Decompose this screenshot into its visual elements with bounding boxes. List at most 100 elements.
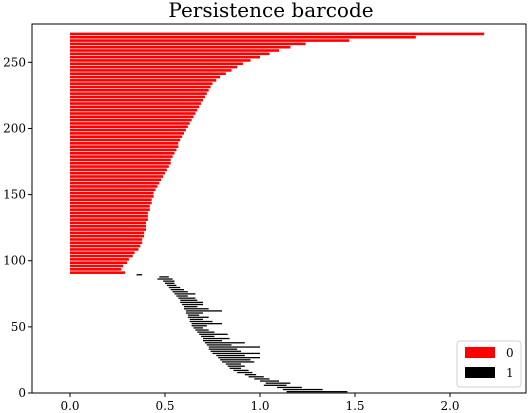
bar-dim0-53 bbox=[70, 95, 205, 99]
bar-dim0-56 bbox=[70, 85, 211, 89]
bar-dim1-27 bbox=[199, 333, 228, 335]
bar-dim0-48 bbox=[70, 112, 196, 115]
bar-dim0-28 bbox=[70, 178, 162, 182]
bar-dim1-42 bbox=[180, 301, 203, 304]
bar-dim1-41 bbox=[182, 303, 203, 306]
bars-layer bbox=[70, 32, 485, 393]
y-tick-label: 250 bbox=[3, 55, 26, 69]
bar-dim0-55 bbox=[70, 88, 209, 92]
bar-dim0-4 bbox=[70, 258, 129, 261]
bar-dim1-28 bbox=[197, 331, 215, 333]
bar-dim1-53 bbox=[157, 278, 173, 280]
bar-dim0-50 bbox=[70, 105, 200, 109]
bar-dim0-35 bbox=[70, 155, 173, 158]
legend-swatch-0 bbox=[465, 347, 495, 358]
bar-dim0-26 bbox=[70, 185, 158, 188]
bar-dim0-0 bbox=[70, 271, 126, 274]
bar-dim1-46 bbox=[174, 293, 196, 295]
bar-dim1-33 bbox=[189, 320, 213, 323]
bar-dim0-62 bbox=[70, 65, 238, 69]
bar-dim1-3 bbox=[263, 384, 287, 386]
bar-dim1-50 bbox=[166, 284, 177, 287]
bar-dim0-9 bbox=[70, 241, 143, 245]
y-tick-label: 200 bbox=[3, 121, 26, 135]
bar-dim1-19 bbox=[210, 350, 241, 352]
bar-dim0-24 bbox=[70, 191, 154, 195]
bar-dim1-17 bbox=[216, 354, 245, 357]
plot-frame bbox=[31, 23, 527, 394]
bar-dim0-66 bbox=[70, 52, 270, 56]
bar-dim0-71 bbox=[70, 35, 416, 39]
bar-dim1-38 bbox=[185, 310, 222, 312]
bar-dim0-37 bbox=[70, 148, 177, 152]
bar-dim1-31 bbox=[191, 325, 207, 327]
bar-dim1-40 bbox=[184, 306, 198, 308]
bar-dim0-25 bbox=[70, 188, 156, 192]
bar-dim0-52 bbox=[70, 98, 203, 102]
y-axis: 0 50 100 150 200 250 bbox=[3, 55, 32, 400]
bar-dim0-45 bbox=[70, 122, 190, 125]
bar-dim1-39 bbox=[184, 308, 209, 310]
bar-dim1-26 bbox=[201, 335, 215, 338]
bar-dim0-64 bbox=[70, 59, 251, 62]
bar-dim1-15 bbox=[220, 359, 251, 361]
y-tick-label: 150 bbox=[3, 188, 26, 202]
bar-dim0-59 bbox=[70, 75, 221, 79]
bar-dim0-63 bbox=[70, 62, 243, 66]
bar-dim0-49 bbox=[70, 108, 198, 112]
bar-dim0-32 bbox=[70, 165, 169, 168]
x-tick-label: 2.0 bbox=[440, 399, 459, 413]
bar-dim1-21 bbox=[208, 346, 260, 348]
bar-dim1-30 bbox=[193, 327, 203, 329]
x-tick-label: 0.5 bbox=[155, 399, 174, 413]
bar-dim0-34 bbox=[70, 158, 171, 162]
x-tick-label: 0.0 bbox=[60, 399, 79, 413]
bar-dim0-7 bbox=[70, 248, 139, 251]
bar-dim1-10 bbox=[233, 369, 249, 372]
bar-dim0-36 bbox=[70, 151, 175, 155]
bar-dim1-11 bbox=[229, 367, 241, 369]
bar-dim1-7 bbox=[248, 376, 264, 378]
bar-dim1-12 bbox=[227, 365, 245, 367]
bar-dim1-6 bbox=[254, 378, 270, 380]
bar-dim0-29 bbox=[70, 175, 164, 178]
bar-dim0-19 bbox=[70, 208, 150, 211]
bar-dim1-1 bbox=[282, 388, 323, 391]
bar-dim1-55 bbox=[136, 274, 143, 276]
bar-dim1-32 bbox=[191, 323, 222, 325]
bar-dim0-40 bbox=[70, 138, 181, 142]
bar-dim0-21 bbox=[70, 201, 152, 205]
bar-dim0-65 bbox=[70, 55, 260, 59]
bar-dim0-72 bbox=[70, 32, 485, 36]
bar-dim0-54 bbox=[70, 92, 207, 95]
bar-dim1-52 bbox=[163, 280, 175, 282]
bar-dim0-61 bbox=[70, 69, 232, 72]
y-tick-label: 0 bbox=[18, 386, 26, 400]
y-tick-label: 100 bbox=[3, 254, 26, 268]
bar-dim1-2 bbox=[277, 386, 302, 389]
bar-dim0-2 bbox=[70, 264, 124, 268]
bar-dim0-16 bbox=[70, 218, 148, 221]
bar-dim0-30 bbox=[70, 171, 165, 175]
legend-label-1: 1 bbox=[506, 366, 514, 380]
bar-dim0-43 bbox=[70, 128, 186, 132]
bar-dim1-14 bbox=[222, 361, 255, 363]
x-axis: 0.0 0.5 1.0 1.5 2.0 bbox=[60, 393, 460, 413]
bar-dim0-15 bbox=[70, 221, 146, 225]
bar-dim0-20 bbox=[70, 205, 150, 208]
bar-dim1-36 bbox=[187, 314, 200, 316]
bar-dim0-31 bbox=[70, 168, 167, 172]
bar-dim1-5 bbox=[260, 380, 279, 382]
bar-dim0-33 bbox=[70, 161, 171, 165]
bar-dim0-22 bbox=[70, 198, 152, 201]
legend: 01 bbox=[456, 340, 522, 388]
bar-dim0-68 bbox=[70, 45, 291, 49]
bar-dim1-25 bbox=[203, 337, 230, 340]
bar-dim1-34 bbox=[189, 318, 203, 321]
bar-dim0-23 bbox=[70, 195, 154, 198]
bar-dim1-54 bbox=[159, 276, 169, 278]
bar-dim0-6 bbox=[70, 251, 135, 255]
bar-dim1-16 bbox=[218, 357, 260, 359]
bar-dim0-17 bbox=[70, 214, 148, 218]
